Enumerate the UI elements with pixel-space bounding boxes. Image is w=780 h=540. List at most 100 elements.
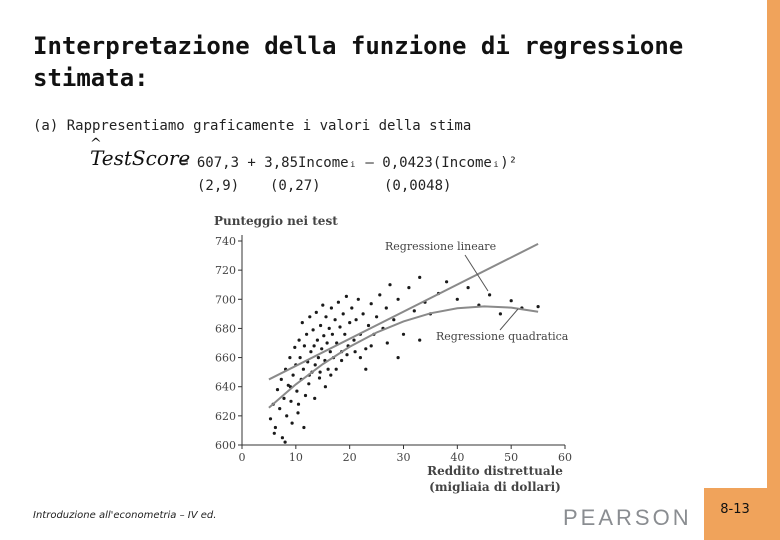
data-point — [300, 321, 304, 325]
data-point — [326, 367, 330, 371]
data-point — [378, 293, 382, 297]
data-point — [455, 297, 459, 301]
data-point — [366, 323, 371, 328]
data-point — [509, 299, 513, 303]
y-tick-label: 660 — [215, 352, 236, 365]
y-tick-label: 640 — [215, 381, 236, 394]
x-tick-label: 50 — [504, 451, 518, 464]
y-tick-label: 740 — [215, 235, 236, 248]
scatter-chart: Punteggio nei test6006206406606807007207… — [214, 214, 572, 494]
data-point — [322, 334, 326, 338]
publisher-logo: PEARSON — [563, 505, 692, 530]
data-point — [328, 350, 332, 354]
data-point — [388, 283, 392, 287]
data-point — [356, 297, 360, 301]
x-tick-label: 10 — [289, 451, 303, 464]
linear-regression-line — [268, 243, 539, 381]
data-point — [278, 407, 282, 411]
data-point — [364, 347, 368, 351]
data-point — [348, 321, 352, 325]
x-tick-label: 40 — [450, 451, 464, 464]
data-point — [295, 389, 299, 393]
data-point — [340, 358, 344, 363]
intro-text: (a) Rappresentiamo graficamente i valori… — [33, 118, 472, 134]
data-point — [290, 421, 294, 425]
data-point — [303, 393, 308, 398]
data-point — [296, 411, 300, 415]
y-tick-label: 680 — [215, 322, 236, 335]
data-point — [296, 402, 301, 406]
data-point — [466, 286, 470, 290]
data-point — [316, 356, 320, 360]
data-point — [279, 377, 283, 381]
std-error-income: (0,27) — [270, 178, 321, 194]
data-point — [354, 318, 358, 322]
data-point — [291, 373, 295, 377]
data-point — [344, 294, 348, 298]
data-point — [418, 275, 422, 279]
footer-text: Introduzione all'econometria – IV ed. — [33, 510, 217, 521]
data-point — [352, 338, 356, 342]
x-tick-label: 30 — [397, 451, 411, 464]
equation-lhs-label: TestScore — [90, 146, 191, 170]
data-point — [272, 431, 276, 435]
data-point — [297, 338, 301, 342]
data-point — [320, 347, 324, 351]
data-point — [330, 332, 334, 336]
data-point — [305, 332, 309, 336]
data-point — [314, 310, 318, 314]
y-tick-label: 700 — [215, 293, 236, 306]
data-point — [275, 388, 280, 392]
data-point — [309, 350, 313, 354]
data-point — [361, 312, 365, 316]
annotation-quadratic-pointer — [499, 308, 519, 331]
data-point — [345, 353, 349, 357]
data-point — [327, 326, 331, 330]
data-point — [319, 323, 323, 328]
data-point — [301, 367, 305, 371]
std-error-income-sq: (0,0048) — [384, 178, 452, 194]
data-point — [313, 396, 317, 400]
y-tick-label: 720 — [215, 264, 236, 277]
data-point — [268, 417, 273, 421]
data-point — [323, 385, 327, 389]
data-point — [375, 315, 379, 319]
data-point — [313, 363, 317, 367]
data-point — [350, 306, 354, 310]
data-point — [358, 356, 362, 360]
data-point — [325, 341, 329, 345]
x-tick-label: 20 — [343, 451, 357, 464]
x-axis-label: Reddito distrettuale — [427, 464, 563, 478]
page-number: 8-13 — [720, 502, 750, 517]
data-point — [364, 367, 368, 371]
data-point — [369, 344, 373, 348]
equation-lhs: ^ TestScore — [90, 136, 191, 170]
data-point — [318, 370, 322, 374]
data-point — [536, 305, 540, 309]
data-point — [343, 332, 347, 336]
data-point — [312, 344, 316, 348]
data-point — [329, 373, 333, 377]
data-point — [396, 356, 400, 360]
annotation-linear: Regressione lineare — [385, 240, 496, 253]
data-point — [445, 280, 449, 284]
x-axis-label: (migliaia di dollari) — [429, 480, 561, 494]
data-point — [338, 325, 342, 329]
data-point — [396, 297, 400, 301]
data-point — [298, 356, 302, 360]
data-point — [273, 425, 277, 430]
data-point — [488, 293, 492, 297]
data-point — [353, 350, 357, 354]
x-tick-label: 0 — [239, 451, 246, 464]
data-point — [336, 300, 340, 304]
data-point — [412, 309, 416, 313]
data-point — [333, 318, 337, 322]
annotation-quadratic: Regressione quadratica — [436, 330, 569, 343]
data-point — [307, 382, 311, 386]
data-point — [324, 315, 328, 319]
data-point — [418, 338, 422, 342]
annotation-linear-pointer — [464, 254, 489, 292]
data-point — [407, 286, 411, 290]
chart-title: Punteggio nei test — [214, 214, 338, 228]
data-point — [280, 436, 284, 440]
